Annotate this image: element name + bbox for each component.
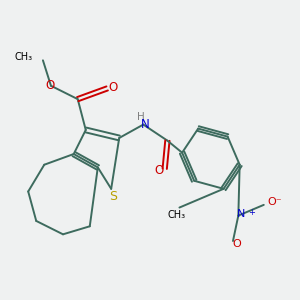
Text: N: N [141, 118, 150, 131]
Text: O: O [108, 81, 118, 94]
Text: +: + [248, 208, 255, 217]
Text: O⁻: O⁻ [268, 197, 282, 207]
Text: S: S [109, 190, 117, 203]
Text: CH₃: CH₃ [15, 52, 33, 62]
Text: CH₃: CH₃ [168, 210, 186, 220]
Text: O: O [45, 79, 54, 92]
Text: O: O [232, 239, 242, 249]
Text: O: O [154, 164, 164, 177]
Text: H: H [137, 112, 145, 122]
Text: N: N [237, 209, 245, 219]
